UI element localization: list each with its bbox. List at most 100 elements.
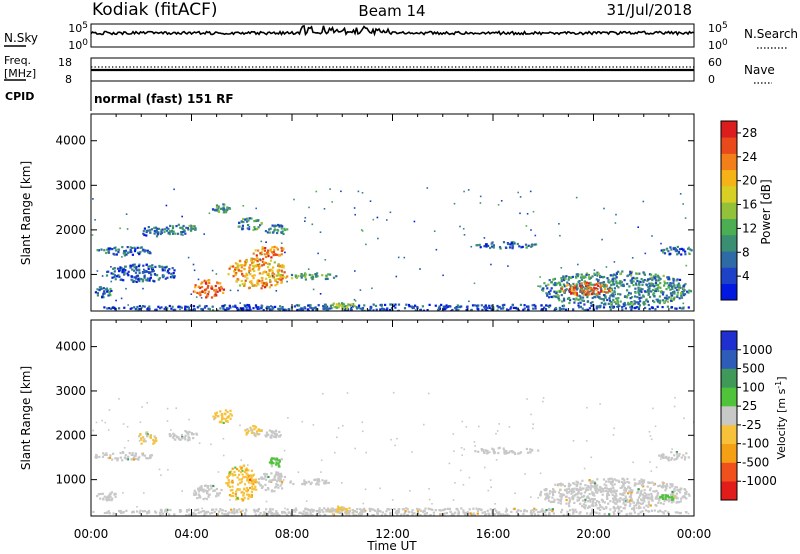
nsearch-tick-top: 105 [708, 21, 728, 35]
echo-cell [326, 509, 330, 512]
echo-cell [682, 285, 685, 288]
echo-cell [267, 487, 270, 490]
echo-cell [596, 275, 599, 277]
echo-cell [606, 494, 609, 497]
echo-cell [623, 479, 626, 482]
echo-cell [315, 190, 318, 193]
echo-cell [228, 471, 231, 474]
echo-cell [529, 511, 532, 514]
echo-cell [326, 307, 329, 310]
echo-cell [442, 509, 445, 512]
echo-cell [564, 278, 567, 281]
echo-cell [511, 304, 514, 307]
echo-cell [563, 285, 567, 288]
echo-cell [575, 297, 578, 300]
echo-cell [552, 488, 555, 491]
echo-cell [109, 247, 112, 250]
colorbar-tick-label: 500 [742, 362, 765, 376]
echo-cell [245, 272, 248, 275]
echo-cell [166, 510, 169, 513]
echo-cell [253, 265, 256, 268]
echo-cell [674, 458, 677, 461]
echo-cell [624, 500, 627, 503]
echo-region [138, 431, 158, 445]
echo-cell [557, 491, 561, 494]
echo-cell [271, 489, 274, 492]
echo-cell [186, 305, 189, 308]
echo-cell [552, 489, 555, 492]
echo-cell [112, 512, 115, 515]
echo-cell [570, 492, 573, 495]
echo-cell [533, 507, 536, 510]
echo-cell [246, 428, 249, 431]
echo-cell [317, 514, 320, 516]
echo-cell [364, 488, 367, 491]
echo-cell [301, 274, 304, 278]
echo-cell [615, 305, 618, 308]
echo-cell [636, 272, 639, 275]
echo-cell [261, 253, 263, 256]
echo-cell [155, 511, 158, 514]
echo-cell [601, 506, 604, 509]
nsky-label: N.Sky [4, 31, 38, 45]
echo-cell [292, 514, 295, 516]
echo-cell [207, 290, 210, 293]
echo-cell [534, 234, 537, 237]
echo-cell [139, 251, 142, 254]
echo-cell [574, 299, 577, 302]
echo-cell [192, 433, 195, 436]
echo-cell [672, 282, 675, 285]
echo-cell [185, 308, 188, 311]
echo-cell [146, 402, 148, 404]
echo-cell [527, 305, 530, 308]
echo-cell [324, 305, 327, 308]
echo-cell [623, 304, 626, 307]
echo-cell [108, 512, 111, 515]
echo-cell [568, 485, 571, 488]
echo-cell [611, 493, 614, 496]
echo-cell [243, 267, 246, 270]
echo-cell [574, 293, 577, 296]
echo-region [225, 464, 259, 502]
echo-cell [529, 448, 532, 451]
echo-cell [197, 306, 200, 309]
echo-cell [132, 263, 135, 266]
echo-cell [573, 501, 576, 504]
echo-cell [608, 286, 611, 289]
echo-cell [653, 300, 656, 304]
echo-cell [500, 307, 503, 310]
echo-cell [659, 496, 662, 499]
echo-cell [105, 288, 108, 291]
echo-cell [636, 277, 639, 280]
echo-cell [506, 513, 509, 516]
echo-cell [109, 454, 112, 457]
echo-cell [689, 253, 691, 255]
echo-cell [197, 511, 200, 514]
echo-cell [403, 256, 406, 259]
echo-cell [575, 288, 578, 291]
echo-cell [100, 248, 103, 251]
echo-cell [110, 280, 113, 283]
echo-cell [631, 507, 634, 510]
echo-cell [606, 490, 610, 493]
echo-cell [602, 490, 605, 493]
echo-cell [628, 500, 631, 503]
echo-cell [235, 490, 238, 493]
echo-cell [591, 288, 594, 291]
echo-cell [640, 478, 643, 481]
echo-cell [138, 268, 141, 271]
echo-cell [170, 307, 173, 310]
echo-cell [664, 485, 667, 488]
echo-cell [613, 301, 616, 304]
echo-cell [601, 276, 604, 279]
echo-cell [661, 481, 664, 484]
echo-region [168, 430, 199, 442]
echo-cell [194, 286, 197, 289]
echo-cell [253, 226, 256, 229]
echo-cell [568, 289, 571, 292]
echo-cell [631, 296, 634, 299]
echo-cell [207, 293, 210, 296]
echo-cell [224, 308, 227, 311]
echo-cell [567, 491, 570, 494]
echo-cell [274, 253, 277, 256]
